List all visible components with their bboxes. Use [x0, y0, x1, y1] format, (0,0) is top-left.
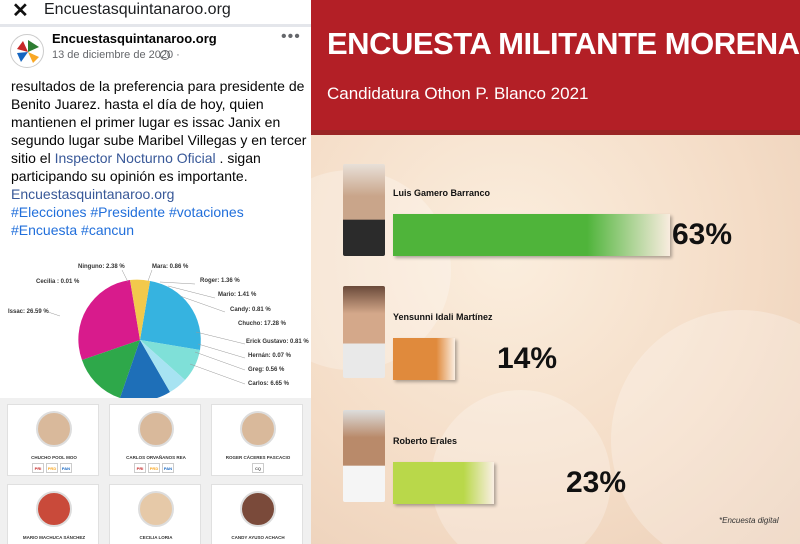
pie-slice-issac [78, 280, 140, 360]
pie-chart [47, 269, 246, 401]
candidate-name: CANDY AYUSO ACHACH [231, 535, 285, 540]
candidate-name: ROGER CÁCERES PASCACIO [225, 455, 291, 460]
mention-link[interactable]: Inspector Nocturno Oficial [54, 150, 216, 166]
pie-slice-ninguno [130, 279, 150, 340]
poll-header: ENCUESTA MILITANTE MORENA Candidatura Ot… [311, 0, 800, 130]
result-bar-2 [393, 338, 455, 380]
hashtags-line1[interactable]: #Elecciones #Presidente #votaciones [11, 204, 244, 220]
pie-label-mario: Mario: 1.41 % [218, 292, 257, 298]
panel-accent [311, 130, 800, 135]
pie-label-cecilia: Cecilia : 0.01 % [36, 279, 80, 285]
candidate-photo [36, 411, 72, 447]
pie-label-mara: Mara: 0.86 % [152, 264, 189, 270]
percent-label-1: 63% [672, 218, 733, 251]
candidate-name: MARIO MACHUCA SÁNCHEZ [22, 535, 86, 540]
pie-label-hernan: Hernán: 0.07 % [248, 353, 292, 359]
result-bar-3 [393, 462, 495, 504]
pie-slice-green [82, 340, 140, 398]
candidate-card[interactable]: CHUCHO POOL MOO PRI PRD PAN [7, 404, 99, 476]
pie-label-chucho: Chucho: 17.28 % [238, 321, 287, 327]
post-body-end: . sigan participando su opinión es impor… [11, 150, 261, 184]
poll-title: ENCUESTA MILITANTE MORENA [327, 26, 800, 61]
page-avatar[interactable] [10, 34, 44, 68]
poll-subtitle: Candidatura Othon P. Blanco 2021 [327, 84, 589, 103]
candidate-name-1: Luis Gamero Barranco [393, 188, 491, 198]
candidate-name: CARLOS ORVAÑANOS REA [126, 455, 186, 460]
party-logo: PAN [60, 463, 72, 473]
page-name[interactable]: Encuestasquintanaroo.org [52, 31, 217, 46]
result-bar-1 [393, 214, 671, 256]
party-logos: CQ [252, 463, 264, 473]
party-logo: PRD [46, 463, 58, 473]
pie-slice-chucho [140, 281, 201, 350]
candidate-card[interactable]: CANDY AYUSO ACHACH [211, 484, 303, 544]
party-logo: PRD [148, 463, 160, 473]
candidate-photo-roberto [343, 410, 385, 502]
post-body: resultados de la preferencia para presid… [11, 78, 307, 166]
pie-label-carlos: Carlos: 6.65 % [248, 381, 290, 387]
party-logo: PRI [32, 463, 44, 473]
poll-results-panel: Luis Gamero Barranco 63% Yensunni Idali … [311, 130, 800, 544]
footnote: *Encuesta digital [719, 516, 779, 525]
candidate-name-3: Roberto Erales [393, 436, 458, 446]
pie-label-greg: Greg: 0.56 % [248, 367, 285, 373]
percent-label-2: 14% [497, 342, 558, 375]
url-text: Encuestasquintanaroo.org [44, 1, 231, 18]
party-logo: PAN [162, 463, 174, 473]
website-link[interactable]: Encuestasquintanaroo.org [11, 186, 175, 202]
pie-label-roger: Roger: 1.36 % [200, 278, 240, 284]
close-icon[interactable]: ✕ [12, 0, 29, 22]
candidate-photo [240, 411, 276, 447]
candidate-name-2: Yensunni Idali Martínez [393, 312, 493, 322]
facebook-post-panel: ✕ Encuestasquintanaroo.org Encuestasquin… [0, 0, 311, 544]
candidate-cards: CHUCHO POOL MOO PRI PRD PAN CARLOS ORVAÑ… [0, 398, 311, 544]
party-logos: PRI PRD PAN [134, 463, 174, 473]
candidate-card[interactable]: CARLOS ORVAÑANOS REA PRI PRD PAN [109, 404, 201, 476]
divider [0, 24, 311, 27]
pie-slice-other [140, 340, 185, 392]
hashtags-line2[interactable]: #Encuesta #cancun [11, 222, 134, 238]
candidate-card[interactable]: ROGER CÁCERES PASCACIO CQ [211, 404, 303, 476]
browser-top-bar: ✕ Encuestasquintanaroo.org [0, 0, 311, 24]
globe-icon [160, 50, 170, 60]
party-logos: PRI PRD PAN [32, 463, 72, 473]
candidate-card[interactable]: MARIO MACHUCA SÁNCHEZ [7, 484, 99, 544]
pie-label-ninguno: Ninguno: 2.38 % [78, 264, 125, 270]
pie-label-issac: Issac: 26.59 % [8, 309, 49, 315]
candidate-card[interactable]: CECILIA LORIA [109, 484, 201, 544]
background-decoration [611, 310, 800, 544]
pie-slice-blue [120, 340, 170, 401]
party-logo: PRI [134, 463, 146, 473]
candidate-photo [240, 491, 276, 527]
candidate-name: CHUCHO POOL MOO [31, 455, 77, 460]
poll-graphic: ENCUESTA MILITANTE MORENA Candidatura Ot… [311, 0, 800, 544]
pie-slice-carlos [140, 340, 200, 380]
candidate-photo-yensunni [343, 286, 385, 378]
pie-chart-image: Ninguno: 2.38 % Mara: 0.86 % Cecilia : 0… [0, 252, 311, 401]
candidate-photo [138, 491, 174, 527]
pie-label-candy: Candy: 0.81 % [230, 307, 271, 313]
candidate-photo [138, 411, 174, 447]
candidate-photo-luis [343, 164, 385, 256]
percent-label-3: 23% [566, 466, 627, 499]
pie-label-erick: Erick Gustavo: 0.81 % [246, 339, 309, 345]
post-date[interactable]: 13 de diciembre de 2020 · [52, 49, 180, 61]
more-options-icon[interactable]: ••• [281, 28, 301, 45]
post-text: resultados de la preferencia para presid… [11, 77, 307, 239]
candidate-name: CECILIA LORIA [139, 535, 173, 540]
candidate-photo [36, 491, 72, 527]
party-logo: CQ [252, 463, 264, 473]
